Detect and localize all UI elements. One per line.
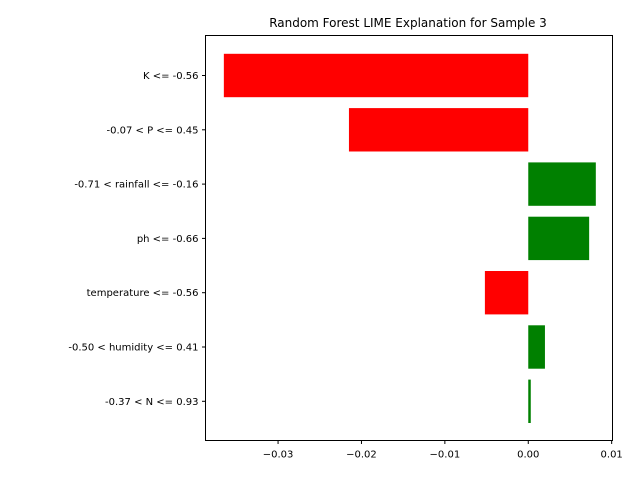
- bar-5: [528, 325, 545, 369]
- x-tick-label-3: 0.00: [517, 450, 539, 461]
- x-tick-label-4: 0.01: [601, 450, 623, 461]
- bars-group: [223, 53, 596, 423]
- y-tick-label-3: ph <= -0.66: [137, 234, 199, 245]
- y-tick-label-4: temperature <= -0.56: [87, 288, 199, 299]
- chart-title: Random Forest LIME Explanation for Sampl…: [269, 16, 547, 30]
- bar-6: [528, 379, 531, 423]
- bar-4: [484, 271, 529, 315]
- y-tick-label-0: K <= -0.56: [143, 71, 199, 82]
- x-axis: −0.03 −0.02 −0.01 0.00 0.01: [263, 440, 623, 461]
- y-tick-label-1: -0.07 < P <= 0.45: [106, 125, 198, 136]
- y-tick-label-6: -0.37 < N <= 0.93: [105, 397, 198, 408]
- x-tick-label-0: −0.03: [263, 450, 294, 461]
- bar-2: [528, 162, 596, 206]
- bar-0: [223, 53, 529, 98]
- plot-frame: [205, 35, 613, 441]
- y-tick-label-2: -0.71 < rainfall <= -0.16: [74, 180, 198, 191]
- x-tick-label-1: −0.02: [346, 450, 377, 461]
- y-tick-label-5: -0.50 < humidity <= 0.41: [68, 343, 198, 354]
- bar-3: [528, 216, 590, 261]
- y-axis: K <= -0.56 -0.07 < P <= 0.45 -0.71 < rainf…: [68, 71, 206, 408]
- bar-1: [348, 108, 529, 152]
- x-tick-label-2: −0.01: [430, 450, 461, 461]
